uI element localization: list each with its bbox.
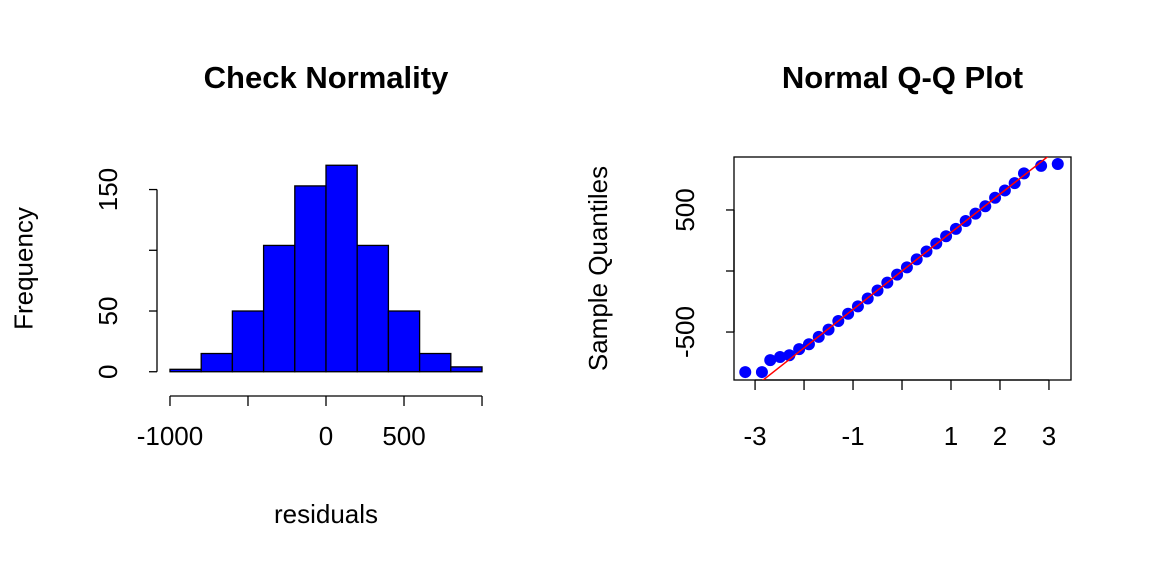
bar bbox=[418, 352, 452, 373]
plot-area bbox=[739, 157, 1064, 380]
y-axis-label: Sample Quantiles bbox=[583, 166, 613, 371]
bar bbox=[231, 310, 265, 373]
y-tick-label: 50 bbox=[93, 297, 123, 326]
point bbox=[739, 366, 752, 379]
x-tick-label: 500 bbox=[382, 421, 425, 451]
x-tick-label: -1000 bbox=[137, 421, 204, 451]
chart-title: Normal Q-Q Plot bbox=[782, 60, 1023, 95]
point bbox=[755, 366, 768, 379]
point bbox=[764, 354, 777, 367]
point bbox=[1051, 157, 1064, 170]
x-tick-label: -1 bbox=[841, 421, 864, 451]
bar bbox=[387, 310, 421, 373]
y-axis-label: Frequency bbox=[8, 207, 38, 330]
x-tick-label: 0 bbox=[319, 421, 333, 451]
y-tick-label: -500 bbox=[670, 306, 700, 358]
y-tick-label: 150 bbox=[93, 168, 123, 211]
bar bbox=[262, 244, 296, 373]
point bbox=[783, 349, 796, 362]
plot-box bbox=[733, 156, 1072, 381]
bar bbox=[294, 185, 327, 373]
x-tick-label: 1 bbox=[944, 421, 958, 451]
y-tick-label: 0 bbox=[93, 365, 123, 379]
x-tick-label: 2 bbox=[993, 421, 1007, 451]
point bbox=[774, 351, 787, 364]
reference-line bbox=[761, 157, 1049, 380]
point bbox=[1017, 167, 1030, 180]
bar bbox=[450, 366, 483, 373]
x-tick-label: 3 bbox=[1042, 421, 1056, 451]
x-axis-label: residuals bbox=[274, 499, 378, 529]
bar bbox=[325, 164, 358, 373]
point bbox=[793, 343, 806, 356]
point bbox=[1035, 159, 1048, 172]
bar bbox=[169, 368, 202, 373]
y-tick-label: 500 bbox=[670, 188, 700, 231]
bar bbox=[200, 352, 234, 373]
chart-title: Check Normality bbox=[204, 60, 449, 95]
x-tick-label: -3 bbox=[744, 421, 767, 451]
bar bbox=[356, 244, 390, 373]
